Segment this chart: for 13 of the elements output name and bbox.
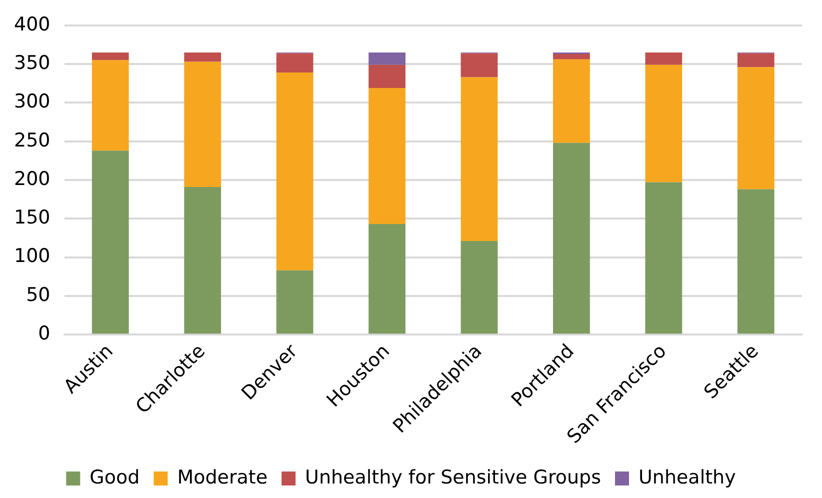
y-tick-label: 0 [38, 322, 50, 345]
legend-label: Moderate [177, 466, 268, 488]
legend-label: Unhealthy for Sensitive Groups [305, 466, 602, 488]
legend-label: Unhealthy [638, 466, 736, 488]
y-tick-label: 400 [14, 13, 50, 36]
y-tick-label: 350 [14, 52, 50, 74]
y-tick-label: 250 [14, 129, 50, 152]
y-tick-label: 50 [26, 284, 50, 306]
y-tick-label: 100 [14, 245, 50, 268]
y-tick-label: 300 [14, 90, 50, 113]
y-tick-label: 200 [14, 168, 50, 190]
legend-label: Good [90, 466, 140, 488]
y-tick-label: 150 [14, 206, 50, 229]
